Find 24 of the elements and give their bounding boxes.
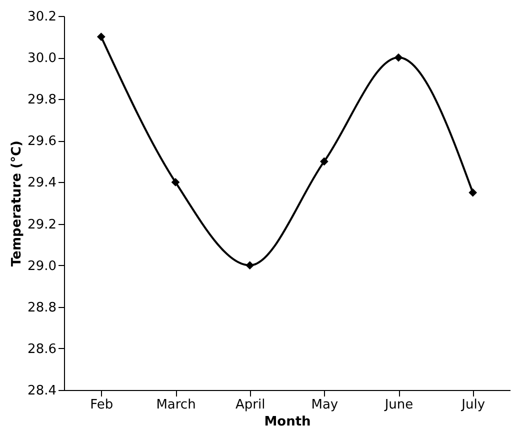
y-axis-title: Temperature (°C) [10, 140, 25, 266]
point [96, 32, 106, 41]
y-tick-label: 29.6 [28, 134, 56, 150]
x-tick-label: April [235, 398, 266, 412]
x-tick-label: July [460, 398, 486, 412]
y-tick-label: 28.6 [28, 342, 56, 357]
x-tick-label: Feb [90, 398, 114, 412]
x-tick-label: March [156, 398, 196, 412]
y-tick-label: 29.4 [28, 176, 56, 191]
y-tick-label: 29.2 [28, 217, 56, 232]
y-tick-label: 30.2 [28, 10, 56, 24]
y-tick-label: 28.8 [28, 300, 56, 316]
y-tick-label: 28.4 [28, 384, 56, 398]
x-axis-title: Month [264, 414, 311, 430]
x-tick-label: June [384, 398, 414, 412]
y-tick-label: 29.8 [28, 92, 56, 108]
point [320, 157, 328, 166]
point [171, 178, 180, 186]
y-tick-label: 29.0 [28, 258, 56, 274]
point [394, 53, 403, 62]
point [246, 261, 254, 270]
point [468, 188, 478, 197]
y-tick-label: 30.0 [28, 51, 56, 66]
x-tick-label: May [311, 398, 338, 412]
